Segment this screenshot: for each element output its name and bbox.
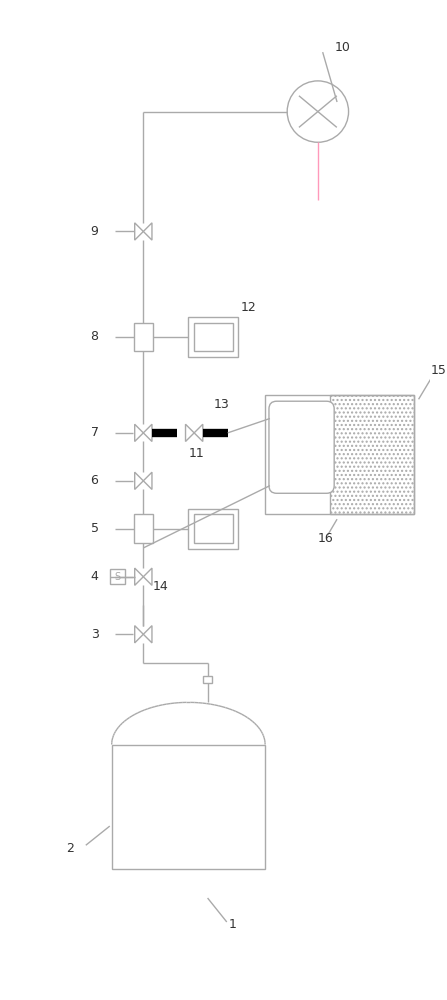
Bar (203, 676, 212, 683)
Bar (112, 745, 265, 869)
Text: 11: 11 (188, 447, 204, 460)
Bar (188, 317, 238, 357)
Bar (194, 514, 232, 543)
Text: 15: 15 (431, 364, 447, 377)
Text: 3: 3 (91, 628, 98, 641)
Text: 16: 16 (318, 532, 333, 545)
Text: 14: 14 (153, 580, 169, 593)
Text: 10: 10 (335, 41, 351, 54)
Text: 1: 1 (229, 918, 236, 931)
Bar (265, 395, 414, 514)
Text: 5: 5 (91, 522, 99, 535)
Text: S: S (114, 572, 121, 582)
Text: 8: 8 (91, 330, 99, 343)
FancyBboxPatch shape (269, 401, 334, 493)
Text: 7: 7 (91, 426, 99, 439)
Text: 2: 2 (67, 842, 75, 855)
Bar (110, 569, 125, 584)
Text: 13: 13 (213, 398, 229, 411)
Text: 9: 9 (91, 225, 98, 238)
Text: 12: 12 (240, 301, 256, 314)
Text: 6: 6 (91, 474, 98, 487)
Bar (188, 509, 238, 549)
Bar (134, 323, 153, 351)
Text: 4: 4 (91, 570, 98, 583)
Bar (194, 323, 232, 351)
Bar (330, 395, 414, 514)
Bar (134, 514, 153, 543)
